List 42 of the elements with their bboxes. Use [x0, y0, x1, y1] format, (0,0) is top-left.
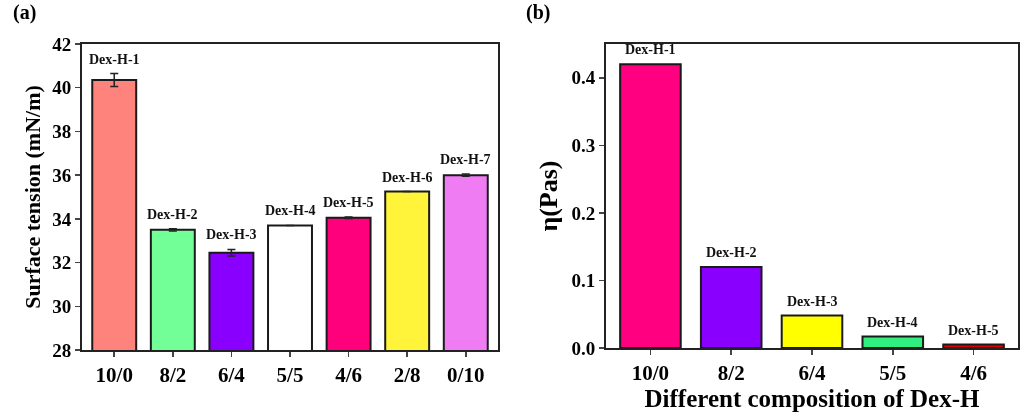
y-tick-label: 0.3: [571, 134, 596, 156]
y-tick-label: 0.4: [571, 67, 596, 89]
y-tick-label: 0.0: [571, 337, 596, 359]
x-tick-label: 10/0: [631, 361, 670, 386]
x-tick-label: 6/4: [217, 363, 246, 388]
x-tick-label: 4/6: [960, 361, 987, 386]
y-tick-label: 32: [52, 252, 72, 274]
annotation: Dex-H-5: [323, 195, 374, 210]
x-tick-label: 0/10: [447, 363, 485, 388]
annotation: Dex-H-3: [206, 227, 257, 242]
annotation: Dex-H-5: [948, 323, 999, 338]
y-tick-label: 34: [52, 208, 72, 230]
x-tick-label: 8/2: [717, 361, 745, 386]
y-tick-label: 28: [52, 339, 72, 361]
x-tick-label: 2/8: [393, 363, 421, 388]
y-tick-label: 30: [52, 295, 72, 317]
annotation: Dex-H-2: [706, 245, 757, 260]
x-tick-label: 8/2: [159, 363, 187, 388]
annotation: Dex-H-6: [382, 170, 433, 185]
chart-title: (b): [526, 1, 551, 24]
y-tick-label: 0.1: [571, 270, 596, 292]
annotation: Dex-H-4: [265, 203, 316, 218]
y-tick-label: 36: [52, 164, 72, 186]
x-tick-label: 5/5: [276, 363, 304, 388]
y-tick-label: 42: [52, 33, 72, 55]
y-axis-title: η(Pas): [534, 160, 564, 232]
annotation: Dex-H-1: [89, 52, 140, 67]
x-tick-label: 5/5: [879, 361, 907, 386]
annotation: Dex-H-2: [147, 207, 198, 222]
y-tick-label: 40: [52, 77, 72, 99]
chart-title: (a): [13, 1, 37, 24]
y-tick-label: 0.2: [571, 202, 596, 224]
x-tick-label: 4/6: [335, 363, 363, 388]
y-tick-label: 38: [52, 121, 72, 143]
annotation: Dex-H-7: [440, 152, 491, 167]
annotation: Dex-H-1: [625, 42, 676, 57]
x-axis-title: Different composition of Dex-H: [644, 385, 980, 413]
annotation: Dex-H-3: [787, 294, 838, 309]
x-tick-label: 10/0: [95, 363, 133, 388]
annotation: Dex-H-4: [867, 315, 918, 330]
y-axis-title: Surface tension (mN/m): [19, 85, 45, 309]
x-tick-label: 6/4: [798, 361, 826, 386]
